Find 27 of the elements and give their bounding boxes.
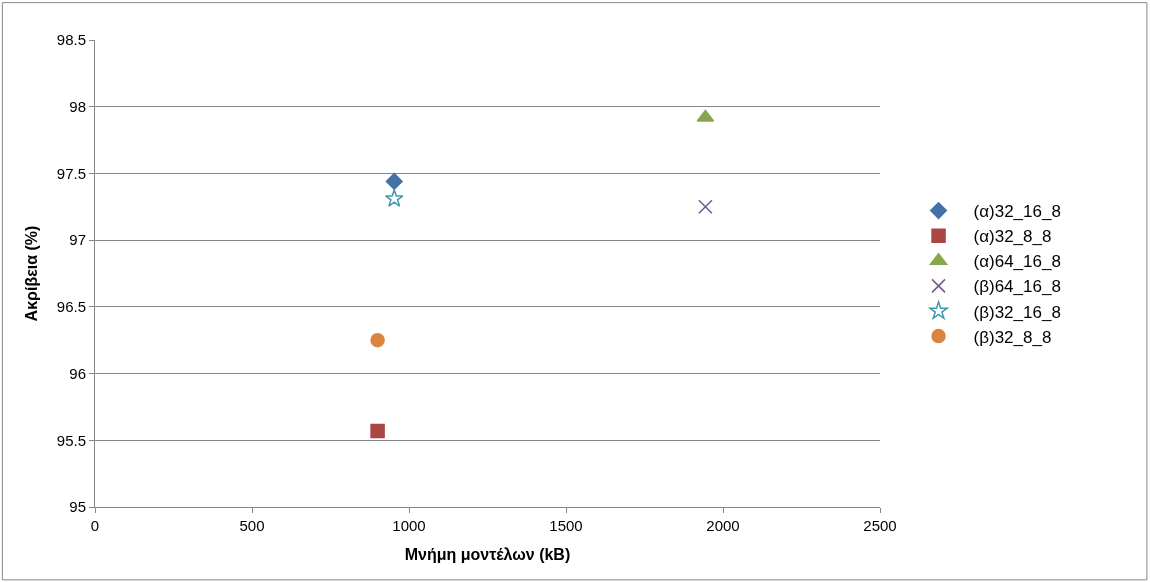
y-tick-label: 95 — [69, 498, 86, 516]
x-tick-label: 1000 — [392, 517, 426, 534]
y-tick-label: 96.5 — [56, 298, 86, 316]
point — [370, 423, 385, 439]
point — [384, 188, 404, 207]
x-tick-label: 1500 — [549, 517, 583, 534]
y-tick-label: 97 — [69, 231, 86, 249]
point — [385, 172, 403, 190]
legend-label: (β)32_8_8 — [973, 327, 1052, 347]
legend-label: (α)32_8_8 — [973, 227, 1052, 247]
point — [370, 332, 385, 348]
x-tick-label: 2000 — [706, 517, 740, 534]
x-axis-title: Μνήμη μοντέλων (kB) — [404, 545, 571, 563]
y-tick-label: 97.5 — [56, 164, 86, 182]
y-axis-title: Ακρίβεια (%) — [22, 225, 40, 322]
legend-label: (β)64_16_8 — [973, 277, 1061, 297]
legend-label: (β)32_16_8 — [973, 302, 1061, 322]
legend-label: (α)32_16_8 — [973, 202, 1061, 222]
y-tick-label: 95.5 — [56, 431, 86, 449]
point — [698, 199, 713, 215]
y-tick-label: 98.5 — [56, 31, 86, 49]
x-tick-label: 0 — [90, 517, 100, 534]
x-tick-label: 2500 — [863, 517, 897, 534]
legend-label: (α)64_16_8 — [973, 252, 1061, 272]
y-tick-label: 98 — [69, 97, 86, 115]
y-tick-label: 96 — [69, 364, 86, 382]
x-tick-label: 500 — [239, 517, 265, 534]
